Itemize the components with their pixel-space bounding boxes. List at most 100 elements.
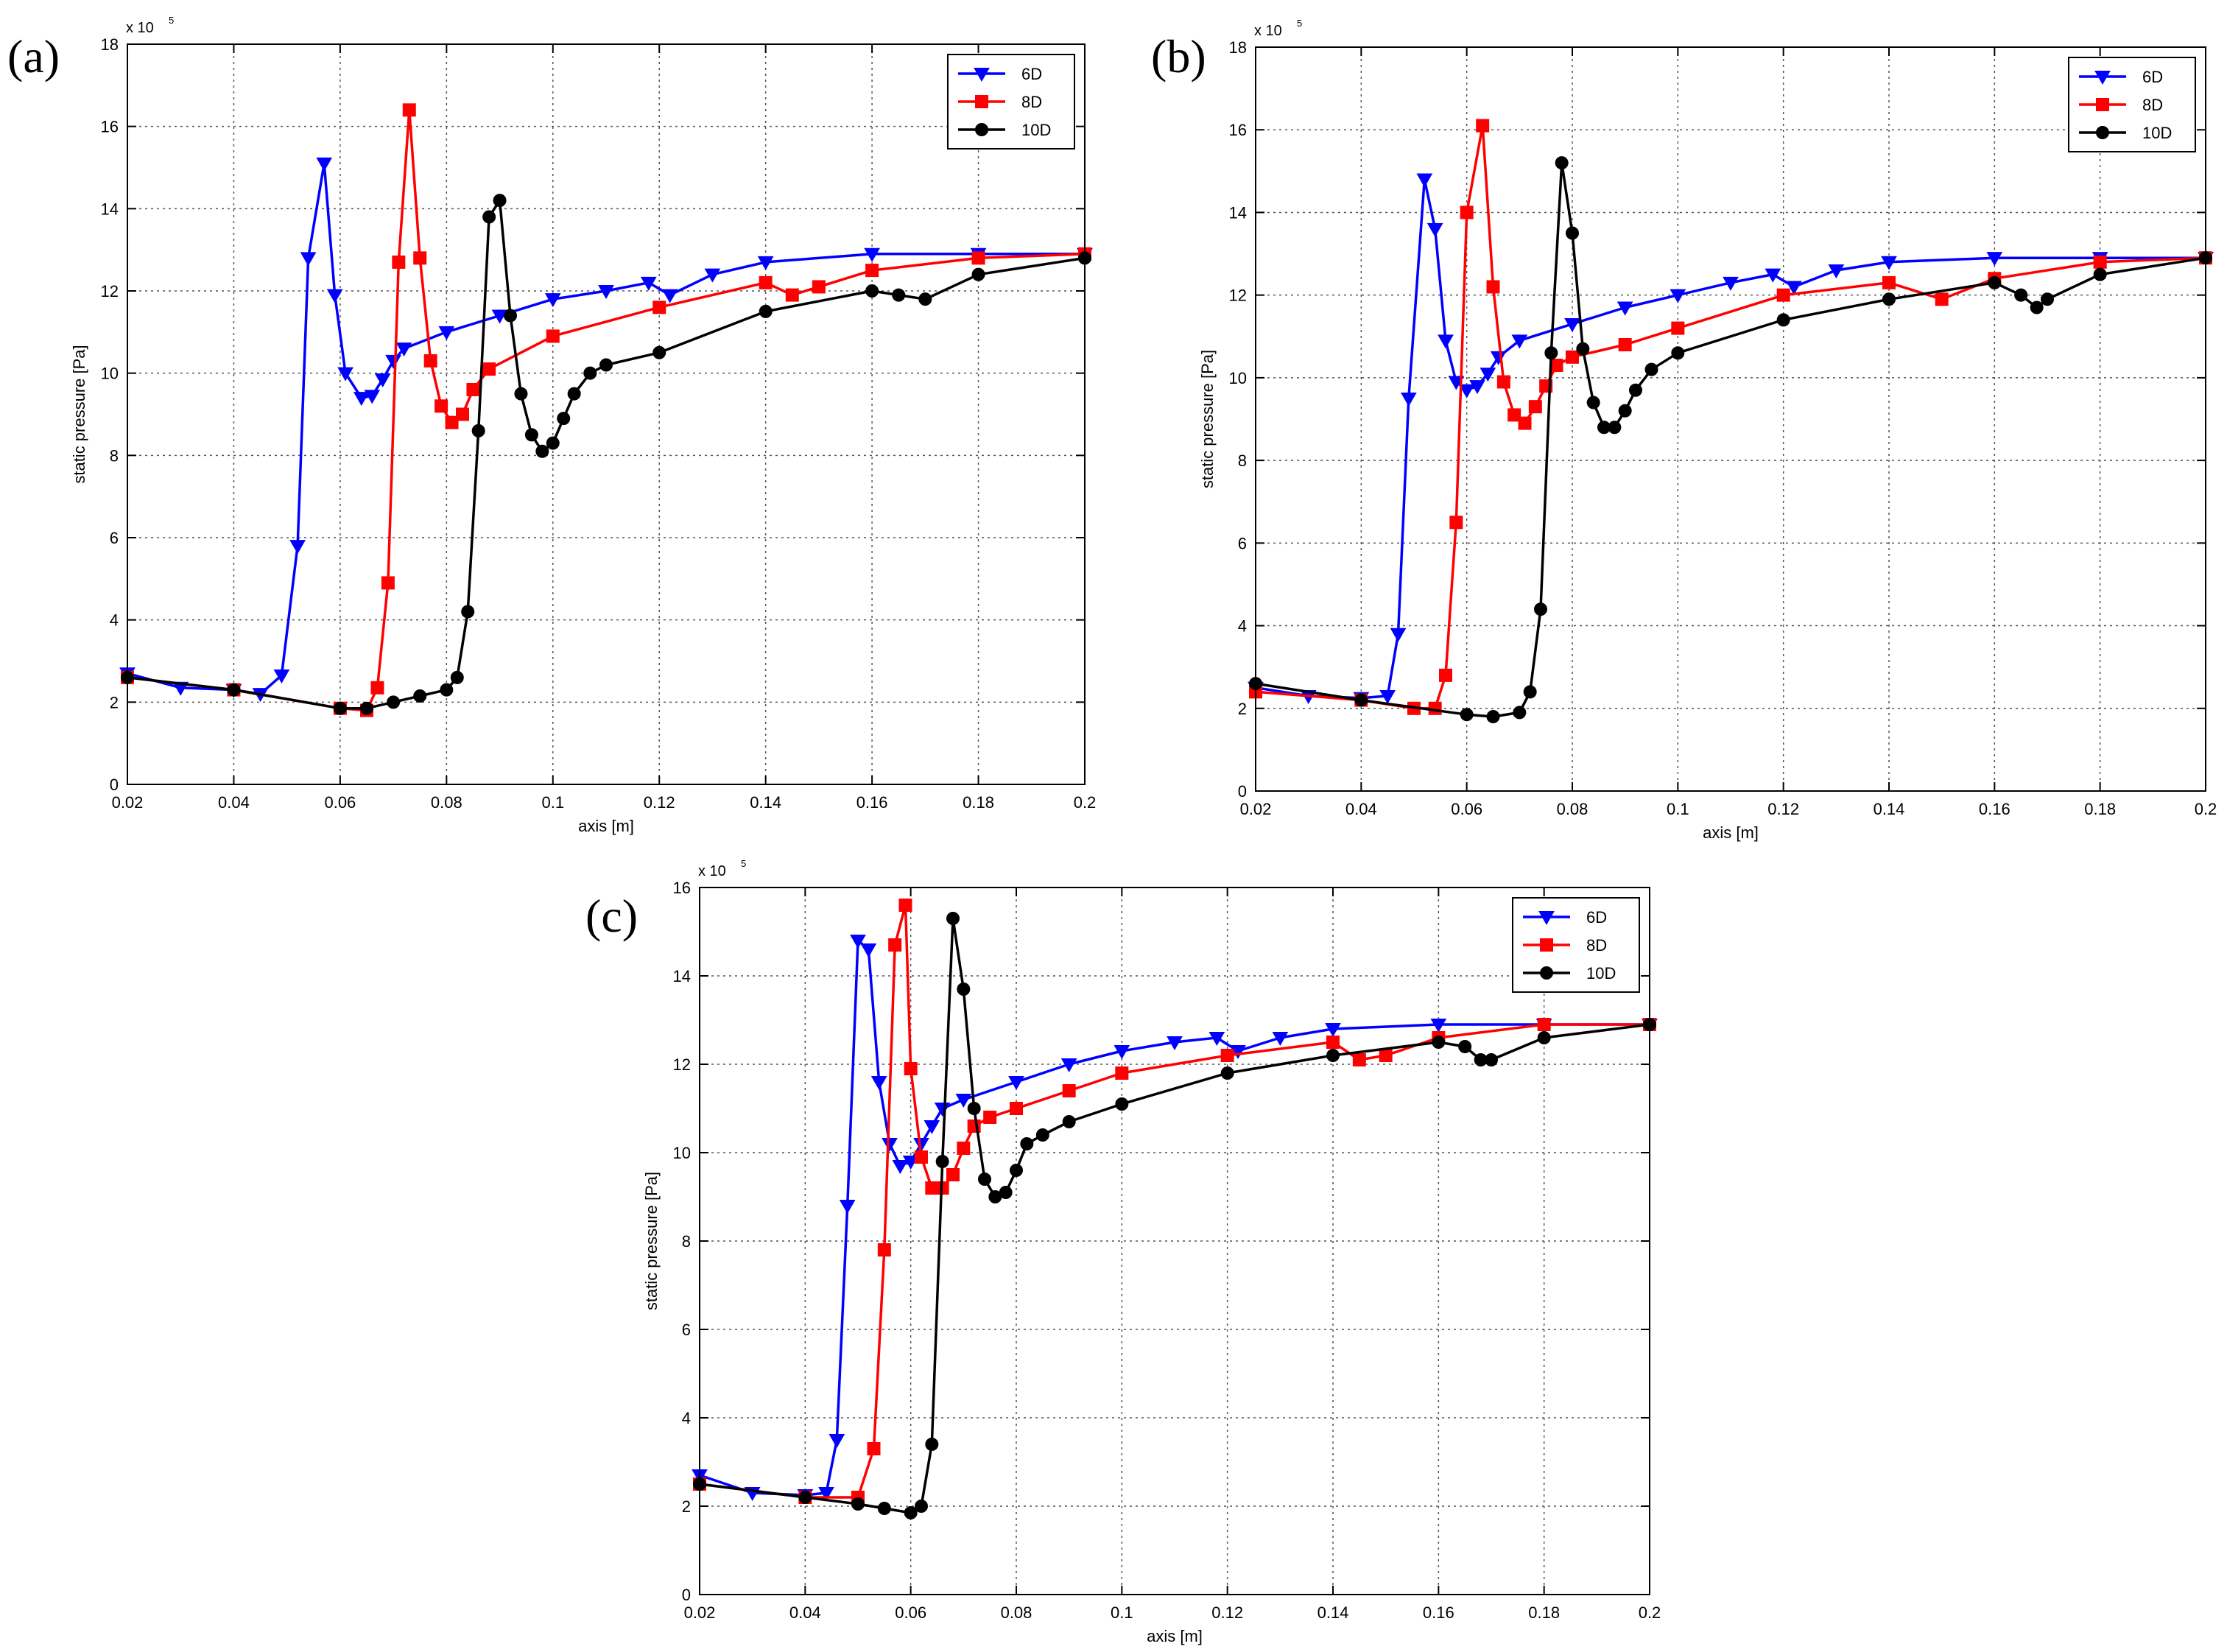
chart-b-y-scale-exponent: 5: [1297, 18, 1302, 29]
chart-c-point-8D: [1062, 1084, 1076, 1097]
chart-a-point-8D: [482, 362, 496, 376]
chart-b-legend-label-10D: 10D: [2142, 124, 2172, 142]
chart-b: (b) 0.02 0.04 0.06 0.08 0.1 0.12 0.14 0.16 0.18 0.…: [1151, 18, 2217, 842]
chart-a-point-6D: [757, 256, 774, 270]
chart-b-point-10D: [2041, 292, 2054, 306]
chart-c-point-6D: [1114, 1045, 1130, 1060]
chart-b-axes-frame: [1255, 46, 2206, 792]
chart-a-ytick-label: 14: [101, 200, 119, 218]
chart-a-series-8D: [121, 103, 1091, 717]
chart-c-legend-marker-6D: [1538, 911, 1555, 926]
chart-c-point-10D: [999, 1186, 1013, 1199]
chart-c-ylabel: static pressure [Pa]: [642, 1172, 661, 1310]
chart-b-point-8D: [2093, 255, 2107, 269]
chart-b-point-8D: [1449, 516, 1463, 530]
chart-a-point-10D: [865, 284, 879, 298]
chart-a-point-10D: [583, 366, 597, 380]
chart-c-point-10D: [851, 1497, 865, 1511]
chart-b-point-10D: [1629, 383, 1642, 397]
chart-a-ytick-label: 10: [101, 365, 119, 383]
chart-c-ytick-label: 0: [682, 1586, 691, 1604]
chart-c-point-10D: [935, 1155, 949, 1168]
chart-a-legend-label-6D: 6D: [1021, 65, 1042, 83]
chart-c-xtick-label: 0.08: [1001, 1603, 1032, 1622]
chart-a-ytick-label: 16: [101, 118, 119, 136]
chart-c-ytick-label: 6: [682, 1321, 691, 1339]
chart-a-point-10D: [493, 194, 507, 208]
chart-c-point-6D: [1060, 1058, 1077, 1073]
chart-c-legend-marker-8D: [1540, 938, 1553, 952]
chart-a-point-8D: [402, 103, 416, 117]
chart-b-point-6D: [1390, 628, 1407, 642]
chart-c-point-10D: [1458, 1040, 1472, 1053]
chart-c-point-10D: [946, 912, 960, 925]
chart-c-xtick-label: 0.2: [1639, 1603, 1661, 1622]
chart-a-point-10D: [514, 387, 528, 401]
chart-a-point-6D: [704, 268, 721, 283]
chart-c-point-8D: [1537, 1018, 1551, 1031]
chart-a-xtick-label: 0.14: [750, 793, 781, 812]
chart-b-point-10D: [1566, 226, 1579, 240]
chart-c-point-8D: [898, 899, 912, 912]
chart-c-point-6D: [1008, 1076, 1024, 1091]
chart-b-ytick-label: 0: [1238, 782, 1247, 801]
chart-b-point-10D: [1988, 275, 2002, 289]
chart-b-point-10D: [1555, 156, 1569, 170]
chart-c-point-6D: [839, 1200, 856, 1215]
chart-b-xtick-label: 0.18: [2084, 800, 2116, 818]
chart-a-xtick-label: 0.12: [644, 793, 675, 812]
chart-a-point-6D: [598, 285, 614, 300]
chart-b-point-10D: [2030, 300, 2044, 314]
chart-c-point-10D: [1326, 1049, 1340, 1062]
chart-a-line-10D: [127, 199, 1086, 710]
chart-c-point-8D: [1010, 1102, 1023, 1115]
chart-a-axes-frame: [127, 43, 1086, 785]
chart-b-legend-marker-10D: [2096, 126, 2109, 139]
chart-c-point-6D: [850, 935, 866, 949]
chart-b-ytick-label: 2: [1238, 700, 1247, 718]
chart-a-point-10D: [450, 670, 464, 684]
chart-b-point-6D: [1426, 222, 1443, 237]
chart-c-point-10D: [1537, 1031, 1551, 1044]
chart-b-point-6D: [1480, 368, 1496, 382]
chart-b-legend-marker-6D: [2094, 71, 2111, 85]
chart-a-legend-label-10D: 10D: [1021, 121, 1051, 139]
chart-a-grid: [127, 44, 1085, 784]
chart-a-point-10D: [971, 267, 985, 281]
chart-b-point-6D: [1379, 689, 1396, 704]
chart-c-point-8D: [1220, 1049, 1234, 1062]
chart-b-point-8D: [1671, 321, 1685, 335]
chart-b-point-10D: [1608, 421, 1622, 435]
chart-a-point-6D: [864, 247, 880, 262]
chart-b-point-10D: [1523, 685, 1537, 699]
chart-a-point-10D: [504, 309, 517, 323]
chart-c-point-6D: [1209, 1032, 1225, 1047]
chart-a-ylabel: static pressure [Pa]: [70, 345, 88, 483]
chart-c-point-8D: [957, 1142, 971, 1155]
chart-a-point-6D: [353, 392, 370, 407]
chart-c-point-10D: [915, 1500, 928, 1513]
chart-c-point-10D: [1432, 1036, 1446, 1049]
chart-b-point-6D: [1828, 264, 1845, 279]
chart-a-y-scale-label: x 10: [126, 20, 154, 36]
chart-b-point-6D: [1881, 256, 1897, 270]
chart-c-ytick-label: 4: [682, 1409, 691, 1427]
chart-a-point-10D: [471, 423, 485, 437]
chart-a-point-8D: [971, 251, 985, 265]
chart-c-point-10D: [957, 983, 971, 996]
chart-b-point-6D: [1400, 392, 1417, 407]
chart-b-ytick-label: 6: [1238, 534, 1247, 552]
chart-b-point-6D: [1438, 334, 1454, 349]
chart-b-xtick-label: 0.08: [1557, 800, 1589, 818]
chart-a-xtick-label: 0.16: [856, 793, 888, 812]
chart-b-point-6D: [1511, 334, 1528, 349]
chart-a-point-6D: [491, 309, 508, 324]
chart-a-point-8D: [466, 383, 480, 396]
chart-c-xtick-label: 0.18: [1528, 1603, 1560, 1622]
chart-b-point-6D: [1786, 281, 1802, 295]
chart-c-point-6D: [1167, 1036, 1183, 1051]
chart-c-ytick-label: 14: [673, 967, 691, 985]
chart-c-point-8D: [983, 1111, 997, 1124]
chart-b-point-8D: [1566, 350, 1579, 364]
chart-a-point-10D: [461, 605, 475, 619]
